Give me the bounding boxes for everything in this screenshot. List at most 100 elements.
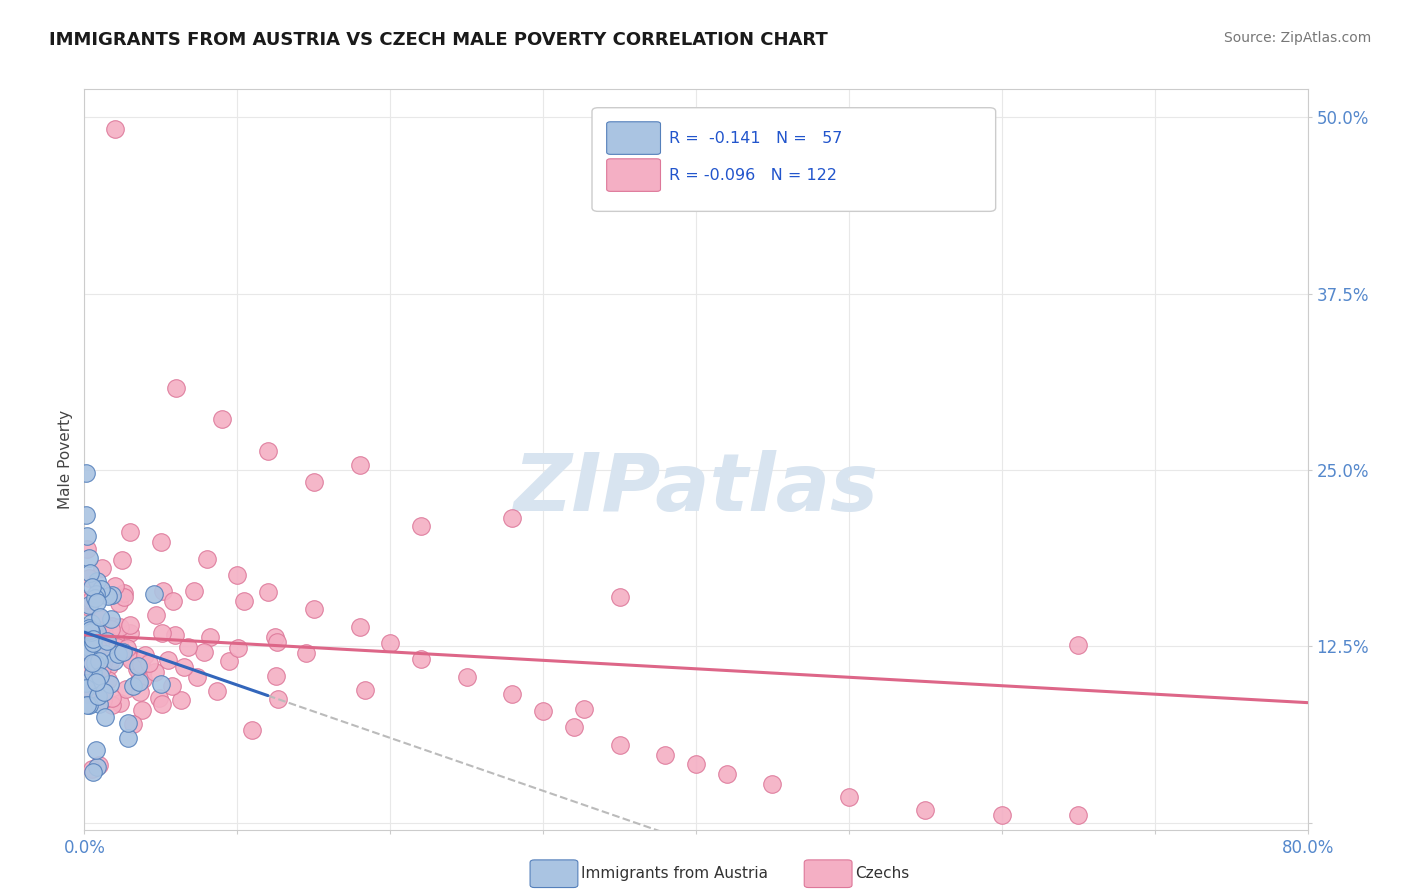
- Point: [76, 592, 98, 607]
- Point: [149, 676, 172, 690]
- Point: [349, 620, 371, 634]
- Point: [80, 650, 103, 665]
- Point: [264, 669, 287, 683]
- Point: [91, 561, 114, 575]
- Point: [150, 698, 173, 712]
- Point: [302, 475, 325, 490]
- Point: [409, 518, 432, 533]
- Point: [82, 687, 104, 701]
- Point: [79, 593, 101, 607]
- Point: [117, 731, 139, 746]
- Point: [107, 647, 129, 661]
- Point: [77, 572, 100, 586]
- Point: [108, 620, 131, 634]
- Text: R = -0.096   N = 122: R = -0.096 N = 122: [669, 168, 837, 183]
- Point: [82, 668, 104, 682]
- Point: [132, 663, 155, 677]
- Point: [82, 632, 104, 646]
- Point: [267, 692, 290, 706]
- Point: [82, 762, 104, 776]
- Point: [115, 641, 138, 656]
- Point: [295, 646, 318, 660]
- Point: [111, 645, 134, 659]
- Point: [87, 697, 110, 711]
- Point: [100, 612, 122, 626]
- Point: [654, 748, 676, 763]
- Point: [991, 808, 1014, 822]
- Point: [84, 673, 107, 687]
- Point: [354, 682, 377, 697]
- Point: [111, 552, 134, 566]
- Point: [120, 525, 142, 540]
- Point: [107, 636, 129, 650]
- Point: [100, 622, 122, 636]
- Y-axis label: Male Poverty: Male Poverty: [58, 409, 73, 509]
- Point: [240, 723, 263, 737]
- Point: [186, 670, 208, 684]
- Point: [162, 679, 184, 693]
- Point: [264, 630, 287, 644]
- Point: [75, 676, 97, 690]
- Point: [380, 636, 402, 650]
- Point: [90, 582, 112, 597]
- Point: [143, 587, 166, 601]
- Point: [562, 720, 585, 734]
- Point: [76, 698, 98, 712]
- Point: [122, 679, 145, 693]
- Point: [84, 648, 107, 662]
- Point: [502, 688, 524, 702]
- Point: [75, 658, 97, 673]
- Point: [84, 656, 107, 670]
- Point: [93, 657, 115, 671]
- Point: [89, 757, 111, 772]
- Point: [173, 659, 195, 673]
- Point: [97, 589, 120, 603]
- Point: [149, 534, 172, 549]
- Text: Czechs: Czechs: [855, 866, 910, 880]
- Point: [90, 655, 112, 669]
- Point: [77, 698, 100, 712]
- Point: [145, 608, 167, 623]
- Point: [75, 620, 97, 634]
- Point: [609, 590, 631, 604]
- Point: [127, 659, 149, 673]
- Point: [101, 652, 124, 666]
- Point: [77, 621, 100, 635]
- Point: [86, 595, 108, 609]
- Point: [112, 590, 135, 604]
- Point: [87, 689, 110, 703]
- Point: [349, 458, 371, 472]
- Point: [87, 654, 110, 668]
- Point: [77, 598, 100, 612]
- Point: [96, 633, 118, 648]
- Point: [77, 687, 100, 701]
- Point: [120, 653, 142, 667]
- Point: [152, 583, 174, 598]
- Point: [122, 717, 145, 731]
- Point: [79, 616, 101, 631]
- Point: [502, 511, 524, 525]
- Point: [104, 122, 127, 136]
- Point: [1067, 638, 1090, 652]
- Point: [117, 715, 139, 730]
- Point: [1067, 808, 1090, 822]
- Point: [80, 580, 103, 594]
- Text: ZIPatlas: ZIPatlas: [513, 450, 879, 528]
- Point: [138, 656, 160, 670]
- Point: [115, 681, 138, 696]
- Point: [84, 674, 107, 689]
- Point: [914, 803, 936, 817]
- Text: IMMIGRANTS FROM AUSTRIA VS CZECH MALE POVERTY CORRELATION CHART: IMMIGRANTS FROM AUSTRIA VS CZECH MALE PO…: [49, 31, 828, 49]
- Point: [132, 672, 155, 686]
- Point: [76, 649, 98, 664]
- Point: [93, 685, 115, 699]
- Point: [456, 670, 478, 684]
- FancyBboxPatch shape: [592, 108, 995, 211]
- Point: [89, 668, 111, 682]
- Point: [108, 596, 131, 610]
- Point: [93, 710, 115, 724]
- Point: [118, 626, 141, 640]
- Point: [86, 574, 108, 588]
- Point: [89, 610, 111, 624]
- Point: [108, 696, 131, 710]
